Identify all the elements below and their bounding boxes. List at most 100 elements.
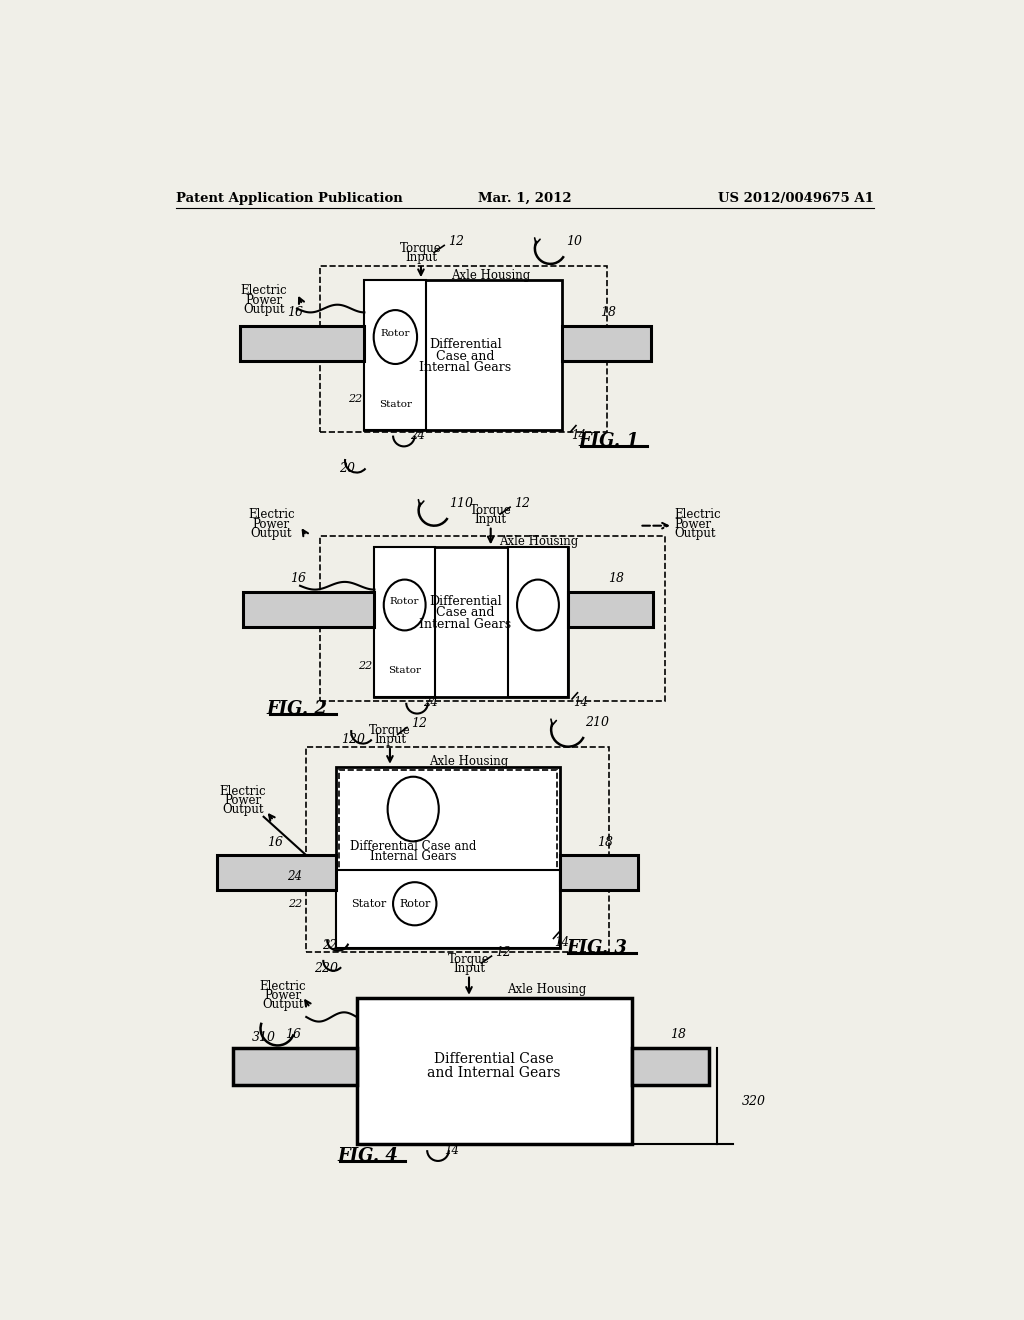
Text: 310: 310 — [252, 1031, 275, 1044]
Text: FIG. 1: FIG. 1 — [579, 432, 639, 450]
Text: Rotor: Rotor — [381, 330, 411, 338]
Text: 22: 22 — [348, 395, 362, 404]
Text: Torque: Torque — [400, 242, 441, 255]
Text: Input: Input — [404, 251, 437, 264]
Text: 24: 24 — [423, 696, 437, 709]
Text: Differential Case and: Differential Case and — [350, 840, 476, 853]
Text: Stator: Stator — [379, 400, 412, 409]
Bar — [375, 548, 568, 697]
Text: 18: 18 — [671, 1028, 686, 1041]
Bar — [306, 747, 608, 952]
Ellipse shape — [374, 310, 417, 364]
Bar — [336, 870, 560, 948]
Bar — [232, 1048, 356, 1085]
Text: Internal Gears: Internal Gears — [419, 618, 511, 631]
Text: Input: Input — [374, 733, 406, 746]
Bar — [241, 326, 365, 360]
Text: Power: Power — [264, 989, 301, 1002]
Text: US 2012/0049675 A1: US 2012/0049675 A1 — [718, 191, 873, 205]
Text: 12: 12 — [514, 496, 530, 510]
Text: Output: Output — [675, 527, 716, 540]
Text: Torque: Torque — [470, 504, 512, 517]
Text: Axle Housing: Axle Housing — [429, 755, 509, 768]
Text: Case and: Case and — [436, 606, 495, 619]
Bar — [508, 548, 568, 697]
Text: Power: Power — [675, 517, 712, 531]
Text: 18: 18 — [608, 572, 625, 585]
Text: and Internal Gears: and Internal Gears — [427, 1067, 560, 1080]
Bar — [321, 536, 665, 701]
Text: Rotor: Rotor — [399, 899, 430, 908]
Text: Output: Output — [251, 527, 292, 540]
Text: 14: 14 — [444, 1143, 460, 1156]
Text: Electric: Electric — [248, 508, 295, 521]
Bar — [241, 326, 365, 360]
Bar — [356, 998, 632, 1144]
Text: 20: 20 — [339, 462, 355, 475]
Text: 12: 12 — [411, 717, 427, 730]
Text: FIG. 4: FIG. 4 — [338, 1147, 398, 1164]
Bar — [336, 767, 560, 948]
Text: Input: Input — [475, 513, 507, 527]
Text: 16: 16 — [287, 306, 303, 319]
Ellipse shape — [388, 776, 438, 841]
Text: Input: Input — [453, 962, 485, 975]
Bar — [217, 855, 336, 890]
Text: Axle Housing: Axle Housing — [507, 983, 586, 997]
Text: Stator: Stator — [350, 899, 386, 908]
Text: 210: 210 — [586, 717, 609, 730]
Text: Output: Output — [222, 804, 263, 816]
Text: 22: 22 — [357, 661, 372, 671]
Text: Differential: Differential — [429, 338, 502, 351]
Text: Stator: Stator — [388, 667, 421, 675]
Text: Mar. 1, 2012: Mar. 1, 2012 — [478, 191, 571, 205]
Bar — [241, 326, 365, 342]
Text: 10: 10 — [566, 235, 582, 248]
Bar — [375, 548, 435, 697]
Text: 220: 220 — [313, 962, 338, 975]
Text: Axle Housing: Axle Housing — [452, 269, 530, 282]
Text: 22: 22 — [288, 899, 302, 908]
Text: Output: Output — [243, 302, 285, 315]
Text: Torque: Torque — [449, 953, 489, 966]
Text: 18: 18 — [600, 306, 616, 319]
Text: Electric: Electric — [219, 785, 266, 797]
Text: Differential Case: Differential Case — [434, 1052, 554, 1067]
Text: 16: 16 — [285, 1028, 301, 1041]
Text: 24: 24 — [410, 429, 425, 442]
Text: Output: Output — [262, 998, 304, 1011]
Text: 18: 18 — [597, 836, 612, 849]
Text: FIG. 3: FIG. 3 — [566, 939, 628, 957]
Text: 24: 24 — [288, 870, 302, 883]
Bar — [241, 342, 365, 358]
Text: 320: 320 — [741, 1096, 766, 1109]
Text: Internal Gears: Internal Gears — [370, 850, 457, 863]
Bar — [339, 770, 557, 870]
Text: Axle Housing: Axle Housing — [499, 536, 579, 548]
Text: Electric: Electric — [260, 979, 306, 993]
Text: FIG. 2: FIG. 2 — [266, 700, 328, 718]
Text: 22: 22 — [322, 939, 337, 952]
Text: Patent Application Publication: Patent Application Publication — [176, 191, 402, 205]
Bar — [562, 326, 651, 360]
Text: Internal Gears: Internal Gears — [419, 362, 511, 375]
Text: Differential: Differential — [429, 594, 502, 607]
Text: 14: 14 — [554, 936, 569, 949]
Text: Case and: Case and — [436, 350, 495, 363]
Bar — [568, 591, 653, 627]
Ellipse shape — [393, 882, 436, 925]
Text: Power: Power — [245, 293, 283, 306]
Text: 12: 12 — [496, 945, 511, 958]
Text: 14: 14 — [572, 696, 588, 709]
Text: Power: Power — [253, 517, 290, 531]
Bar — [365, 280, 426, 430]
Text: 120: 120 — [341, 733, 365, 746]
Text: Torque: Torque — [369, 723, 411, 737]
Bar — [560, 855, 638, 890]
Text: Rotor: Rotor — [390, 597, 420, 606]
Text: Electric: Electric — [241, 284, 287, 297]
Bar — [321, 267, 607, 432]
Text: Electric: Electric — [675, 508, 721, 521]
Text: Power: Power — [224, 795, 261, 807]
Text: 16: 16 — [291, 572, 306, 585]
